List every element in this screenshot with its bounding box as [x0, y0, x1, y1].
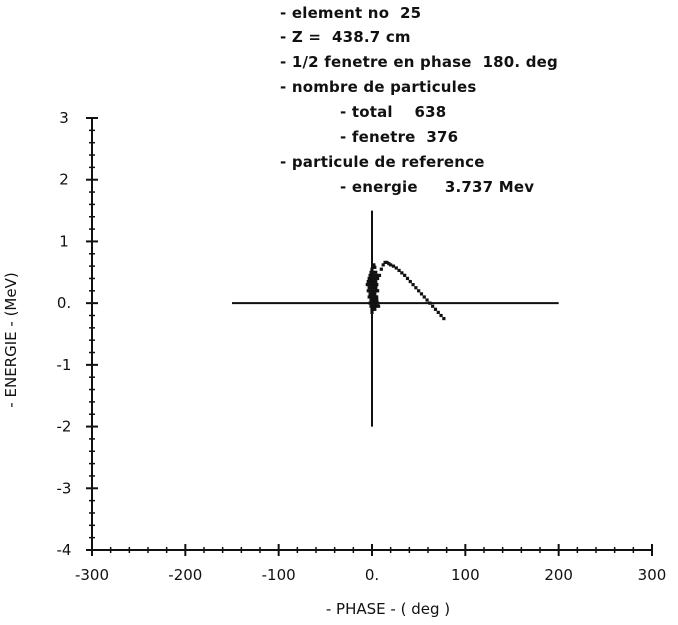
data-point: [368, 277, 371, 280]
data-point: [375, 298, 378, 301]
data-point: [439, 314, 442, 317]
data-point: [395, 266, 398, 269]
y-tick-label: -2: [57, 418, 72, 436]
x-tick-label: 100: [451, 566, 480, 584]
data-point: [374, 271, 377, 274]
annotation-half-window: - 1/2 fenetre en phase 180. deg: [280, 53, 558, 71]
x-tick-label: 200: [544, 566, 573, 584]
data-point: [369, 283, 372, 286]
data-point: [374, 286, 377, 289]
data-point: [373, 266, 376, 269]
y-tick-label: -4: [57, 541, 72, 559]
x-tick-label: 0.: [365, 566, 379, 584]
annotation-element: - element no 25: [280, 4, 421, 22]
y-tick-label: 1: [59, 232, 69, 250]
data-point: [367, 289, 370, 292]
reference-lines: [232, 211, 559, 427]
data-point: [389, 263, 392, 266]
data-point: [437, 311, 440, 314]
data-point: [376, 302, 379, 305]
data-point: [368, 286, 371, 289]
data-point: [442, 317, 445, 320]
data-point: [377, 305, 380, 308]
data-point: [372, 274, 375, 277]
x-tick-label: -300: [75, 566, 109, 584]
data-point: [373, 292, 376, 295]
y-tick-label: -3: [57, 479, 72, 497]
data-point: [372, 302, 375, 305]
x-axis-title: - PHASE - ( deg ): [326, 600, 450, 618]
data-point: [373, 277, 376, 280]
data-point: [369, 292, 372, 295]
data-point: [378, 274, 381, 277]
data-point: [374, 305, 377, 308]
data-point: [370, 311, 373, 314]
data-point: [375, 289, 378, 292]
annotation-total: - total 638: [340, 103, 446, 121]
data-point: [409, 280, 412, 283]
y-axis-title: - ENERGIE - (MeV): [2, 272, 20, 407]
data-point: [423, 295, 426, 298]
y-tick-label: -1: [57, 356, 72, 374]
data-point: [371, 308, 374, 311]
data-point: [372, 280, 375, 283]
data-point: [425, 298, 428, 301]
annotation-energy: - energie 3.737 Mev: [340, 178, 534, 196]
data-point: [370, 286, 373, 289]
data-point: [400, 271, 403, 274]
y-tick-label: 2: [59, 171, 69, 189]
annotation-z: - Z = 438.7 cm: [280, 28, 411, 46]
data-point: [370, 268, 373, 271]
data-point: [434, 308, 437, 311]
data-point: [369, 274, 372, 277]
data-point: [366, 283, 369, 286]
data-point: [369, 302, 372, 305]
data-point: [371, 271, 374, 274]
x-tick-label: -200: [168, 566, 202, 584]
x-tick-label: 300: [638, 566, 667, 584]
annotation-fenetre: - fenetre 376: [340, 128, 458, 146]
data-point: [373, 283, 376, 286]
data-point: [397, 269, 400, 272]
data-point: [370, 277, 373, 280]
data-point: [375, 274, 378, 277]
annotation-reference-particle: - particule de reference: [280, 153, 485, 171]
data-point: [370, 295, 373, 298]
data-point: [380, 268, 383, 271]
x-tick-label: -100: [262, 566, 296, 584]
data-point: [411, 283, 414, 286]
data-point: [371, 305, 374, 308]
data-point: [420, 292, 423, 295]
data-point: [374, 295, 377, 298]
data-point: [428, 302, 431, 305]
data-point: [368, 295, 371, 298]
y-tick-label: 3: [59, 109, 69, 127]
data-point: [403, 274, 406, 277]
data-point: [406, 277, 409, 280]
data-point: [414, 286, 417, 289]
data-point: [392, 265, 395, 268]
data-points: [366, 261, 446, 320]
data-point: [431, 305, 434, 308]
data-point: [367, 280, 370, 283]
y-tick-label: 0.: [57, 294, 71, 312]
data-point: [376, 277, 379, 280]
annotation-particle-count: - nombre de particules: [280, 78, 477, 96]
data-point: [417, 289, 420, 292]
data-point: [371, 298, 374, 301]
